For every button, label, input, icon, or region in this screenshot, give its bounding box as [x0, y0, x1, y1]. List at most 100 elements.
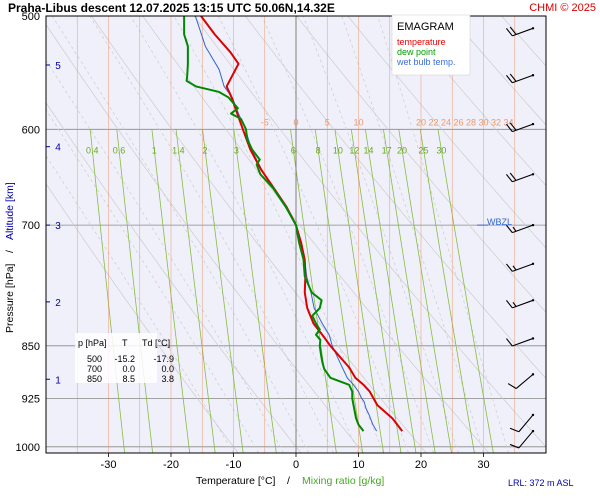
- moist-adiabat: [130, 16, 359, 453]
- table-row: 0.0: [161, 364, 174, 374]
- mixing-ratio-line: [398, 129, 452, 453]
- isotherm-label: 26: [453, 117, 463, 127]
- moist-adiabat: [51, 16, 309, 453]
- x-axis-label-mixing: Mixing ratio [g/kg]: [302, 475, 384, 487]
- mixing-ratio-label: 10: [333, 146, 343, 156]
- mixing-ratio-label: 17: [382, 146, 392, 156]
- legend: EMAGRAM temperature dew point wet bulb t…: [391, 14, 471, 76]
- wind-barb: [505, 122, 535, 133]
- isotherm-label: 0: [293, 117, 298, 127]
- moist-adiabat: [341, 16, 484, 453]
- mixing-ratio-label: 20: [397, 146, 407, 156]
- y-tick-label: 600: [22, 124, 40, 136]
- mixing-ratio-label: 3: [234, 146, 239, 156]
- x-tick-label: 20: [415, 459, 427, 471]
- summary-table: p [hPa] T Td [°C] 500 -15.2 -17.9 700 0.…: [75, 333, 174, 384]
- dry-adiabat: [347, 16, 546, 249]
- table-row: 850: [87, 374, 102, 384]
- mixing-ratio-label: 1: [152, 146, 157, 156]
- x-axis-title: Temperature [°C] / Mixing ratio [g/kg]: [196, 475, 384, 487]
- wind-barb: [505, 223, 535, 234]
- table-header-td: Td [°C]: [142, 338, 170, 348]
- moist-adiabat: [46, 109, 259, 453]
- isotherm-label: 34: [503, 117, 513, 127]
- table-row: 8.5: [122, 374, 135, 384]
- mixing-ratio-label: 30: [436, 146, 446, 156]
- lrl-label: LRL: 372 m ASL: [508, 478, 574, 488]
- dry-adiabat: [450, 16, 546, 126]
- x-tick-label: 0: [293, 459, 299, 471]
- mixing-ratio-label: 1.4: [172, 146, 185, 156]
- wind-barb: [505, 73, 535, 84]
- wind-barb: [509, 429, 535, 449]
- mixing-ratio-line: [419, 129, 475, 453]
- mixing-ratio-line: [334, 129, 384, 453]
- moist-adiabat: [261, 16, 434, 453]
- moist-adiabat: [46, 59, 284, 453]
- dry-adiabat: [46, 183, 239, 453]
- dry-adiabat: [46, 23, 364, 453]
- y-tick-label: 500: [22, 11, 40, 23]
- isotherm-label: 20: [416, 117, 426, 127]
- mixing-ratio-label: 6: [291, 146, 296, 156]
- plot-frame: [45, 15, 547, 454]
- table-row: -15.2: [114, 354, 135, 364]
- altitude-tick-label: 3: [55, 221, 61, 232]
- mixing-ratio-line: [116, 129, 154, 453]
- dry-adiabat: [193, 16, 546, 448]
- chart-title: Praha-Libus descent 12.07.2025 13:15 UTC…: [8, 1, 335, 15]
- altitude-tick-label: 5: [55, 61, 61, 72]
- table-row: 0.0: [122, 364, 135, 374]
- mixing-ratio-line: [233, 129, 277, 453]
- wbzl-label: WBZL: [487, 217, 512, 227]
- mixing-ratio-label: 2: [203, 146, 208, 156]
- mixing-ratio-line: [350, 129, 402, 453]
- table-row: 700: [87, 364, 102, 374]
- legend-title: EMAGRAM: [397, 21, 454, 33]
- temperature-line: [200, 16, 404, 432]
- wind-barb: [505, 172, 535, 183]
- x-tick-label: -30: [101, 459, 117, 471]
- table-row: 3.8: [161, 374, 174, 384]
- moist-adiabat: [217, 16, 409, 453]
- x-axis-label-temperature: Temperature [°C]: [196, 475, 276, 487]
- mixing-ratio-label: 0.4: [86, 146, 99, 156]
- moist-adiabat: [377, 16, 509, 453]
- mixing-ratio-line: [314, 129, 364, 453]
- altitude-tick-label: 1: [55, 375, 61, 386]
- y-axis-label-sep: /: [4, 250, 16, 253]
- x-tick-label: -20: [163, 459, 179, 471]
- legend-item-dew-point: dew point: [397, 47, 436, 57]
- isotherm-label: 10: [353, 117, 363, 127]
- mixing-ratio-line: [202, 129, 244, 453]
- mixing-ratio-label: 0.6: [113, 146, 126, 156]
- mixing-ratio-line: [151, 129, 191, 453]
- x-axis-label-sep: /: [287, 475, 290, 487]
- mixing-ratio-line: [383, 129, 436, 453]
- isotherm-label: 22: [428, 117, 438, 127]
- legend-item-temperature: temperature: [397, 37, 446, 47]
- mixing-ratio-line: [364, 129, 417, 453]
- x-tick-label: 30: [477, 459, 489, 471]
- y-axis-label-pressure: Pressure [hPa]: [4, 263, 16, 333]
- mixing-ratio-label: 8: [316, 146, 321, 156]
- dry-adiabat: [398, 16, 546, 187]
- isotherm-label: 24: [441, 117, 451, 127]
- copyright: CHMI © 2025: [529, 2, 596, 14]
- dry-adiabat: [46, 102, 302, 453]
- moist-adiabat: [89, 16, 334, 453]
- y-tick-label: 850: [22, 341, 40, 353]
- y-axis-title: Pressure [hPa] / Altitude [km]: [4, 182, 16, 333]
- y-tick-label: 1000: [16, 442, 40, 454]
- y-tick-label: 700: [22, 220, 40, 232]
- mixing-ratio-label: 12: [349, 146, 359, 156]
- moist-adiabat: [46, 154, 234, 453]
- isotherm-label: -5: [261, 117, 269, 127]
- isotherm-label: 28: [466, 117, 476, 127]
- wind-barb: [505, 26, 535, 37]
- mixing-ratio-label: 25: [418, 146, 428, 156]
- table-header-p: p [hPa]: [78, 338, 107, 348]
- wind-barb: [505, 337, 535, 347]
- altitude-tick-label: 2: [55, 298, 61, 309]
